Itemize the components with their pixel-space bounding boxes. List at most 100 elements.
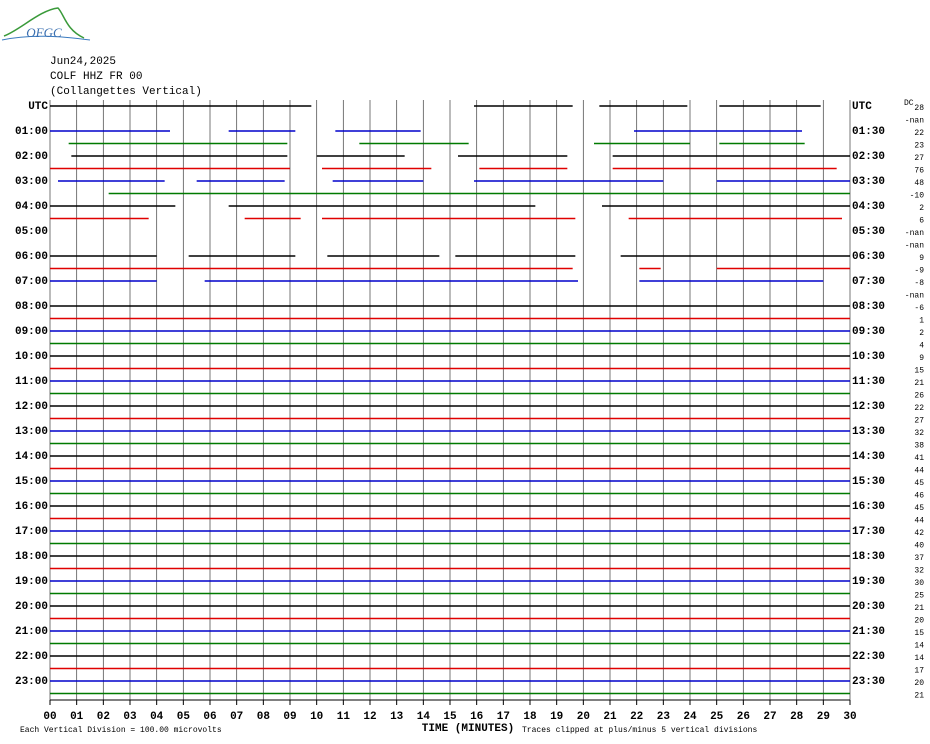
- logo: OFGC: [26, 25, 62, 40]
- x-tick-label: 26: [737, 711, 750, 723]
- row-label-left: 22:00: [15, 651, 48, 663]
- row-label-right: 12:30: [852, 401, 885, 413]
- x-tick-label: 25: [710, 711, 724, 723]
- row-label-left: 17:00: [15, 526, 48, 538]
- x-tick-label: 24: [683, 711, 697, 723]
- row-label-left: 11:00: [15, 376, 48, 388]
- x-tick-label: 08: [257, 711, 271, 723]
- dc-header: DC: [904, 99, 914, 108]
- dc-offset: -9: [914, 267, 924, 276]
- row-label-left: 20:00: [15, 601, 48, 613]
- x-tick-label: 19: [550, 711, 563, 723]
- dc-offset: 27: [914, 417, 924, 426]
- row-label-left: 14:00: [15, 451, 48, 463]
- dc-offset: 45: [914, 504, 924, 513]
- dc-offset: 1: [919, 317, 924, 326]
- dc-offset: 44: [914, 517, 924, 526]
- x-tick-label: 17: [497, 711, 510, 723]
- dc-offset: 17: [914, 667, 924, 676]
- x-axis-label: TIME (MINUTES): [422, 723, 514, 735]
- row-label-left: 12:00: [15, 401, 48, 413]
- logo-hill: [3, 7, 85, 39]
- dc-offset: 44: [914, 467, 924, 476]
- row-label-right: 09:30: [852, 326, 885, 338]
- dc-offset: 9: [919, 254, 924, 263]
- row-label-right: 08:30: [852, 301, 885, 313]
- row-label-left: 21:00: [15, 626, 48, 638]
- x-tick-label: 07: [230, 711, 243, 723]
- row-label-right: 11:30: [852, 376, 885, 388]
- row-label-left: 13:00: [15, 426, 48, 438]
- row-label-left: 23:00: [15, 676, 48, 688]
- x-tick-label: 12: [363, 711, 376, 723]
- x-tick-label: 10: [310, 711, 323, 723]
- row-label-right: 05:30: [852, 226, 885, 238]
- dc-offset: 20: [914, 617, 924, 626]
- dc-offset: 32: [914, 567, 924, 576]
- dc-offset: 20: [914, 679, 924, 688]
- x-tick-label: 01: [70, 711, 84, 723]
- row-label-right: 22:30: [852, 651, 885, 663]
- row-label-right: 18:30: [852, 551, 885, 563]
- x-tick-label: 21: [603, 711, 617, 723]
- x-tick-label: 28: [790, 711, 804, 723]
- dc-offset: 9: [919, 354, 924, 363]
- x-tick-label: 14: [417, 711, 431, 723]
- dc-offset: -6: [914, 304, 924, 313]
- clip-note: Traces clipped at plus/minus 5 vertical …: [522, 726, 757, 735]
- x-tick-label: 00: [43, 711, 56, 723]
- dc-offset: 21: [914, 692, 924, 701]
- row-label-left: UTC: [28, 101, 48, 113]
- dc-offset: 26: [914, 392, 924, 401]
- row-label-right: 04:30: [852, 201, 885, 213]
- row-label-left: 05:00: [15, 226, 48, 238]
- dc-offset: 42: [914, 529, 924, 538]
- row-label-left: 19:00: [15, 576, 48, 588]
- dc-offset: 38: [914, 442, 924, 451]
- row-label-left: 07:00: [15, 276, 48, 288]
- dc-offset: 14: [914, 654, 924, 663]
- row-label-right: 20:30: [852, 601, 885, 613]
- dc-offset: 41: [914, 454, 924, 463]
- dc-offset: 30: [914, 579, 924, 588]
- dc-offset: -nan: [905, 242, 924, 251]
- row-label-right: 16:30: [852, 501, 885, 513]
- dc-offset: 14: [914, 642, 924, 651]
- row-label-left: 02:00: [15, 151, 48, 163]
- dc-offset: 28: [914, 104, 924, 113]
- dc-offset: 15: [914, 629, 924, 638]
- x-tick-label: 03: [123, 711, 137, 723]
- x-tick-label: 27: [763, 711, 776, 723]
- row-label-right: 06:30: [852, 251, 885, 263]
- row-label-right: 01:30: [852, 126, 885, 138]
- row-label-left: 08:00: [15, 301, 48, 313]
- x-tick-label: 06: [203, 711, 216, 723]
- x-tick-label: 05: [177, 711, 191, 723]
- dc-offset: 27: [914, 154, 924, 163]
- x-tick-label: 22: [630, 711, 643, 723]
- dc-offset: 37: [914, 554, 924, 563]
- row-label-right: 03:30: [852, 176, 885, 188]
- x-tick-label: 09: [283, 711, 296, 723]
- dc-offset: 21: [914, 604, 924, 613]
- row-label-left: 18:00: [15, 551, 48, 563]
- dc-offset: -nan: [905, 229, 924, 238]
- row-label-left: 15:00: [15, 476, 48, 488]
- x-tick-label: 13: [390, 711, 404, 723]
- row-label-right: UTC: [852, 101, 872, 113]
- dc-offset: 15: [914, 367, 924, 376]
- x-tick-label: 30: [843, 711, 856, 723]
- date: Jun24,2025: [50, 56, 116, 68]
- x-tick-label: 02: [97, 711, 110, 723]
- row-label-right: 07:30: [852, 276, 885, 288]
- dc-offset: 76: [914, 167, 924, 176]
- row-label-right: 15:30: [852, 476, 885, 488]
- dc-offset: 4: [919, 342, 924, 351]
- dc-offset: -nan: [905, 292, 924, 301]
- dc-offset: 45: [914, 479, 924, 488]
- row-label-left: 01:00: [15, 126, 48, 138]
- row-label-right: 19:30: [852, 576, 885, 588]
- x-tick-label: 18: [523, 711, 537, 723]
- dc-offset: 25: [914, 592, 924, 601]
- row-label-right: 21:30: [852, 626, 885, 638]
